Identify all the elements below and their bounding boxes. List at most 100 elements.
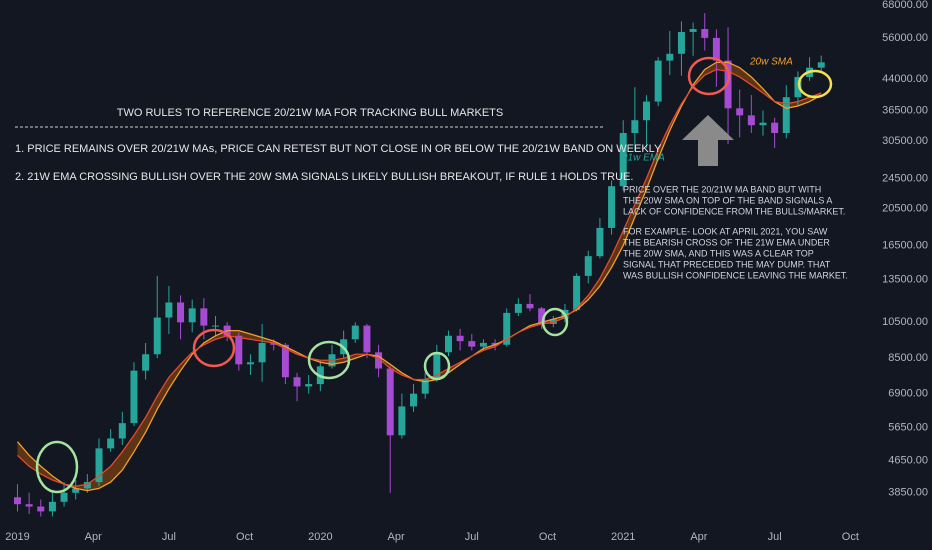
- rule-text: 1. PRICE REMAINS OVER 20/21W MAs, PRICE …: [15, 143, 662, 155]
- candle-body: [503, 312, 511, 345]
- candle-body: [759, 122, 767, 126]
- candle-body: [782, 97, 790, 133]
- candle-body: [666, 53, 674, 61]
- candle-body: [526, 303, 534, 309]
- note-text: FOR EXAMPLE- LOOK AT APRIL 2021, YOU SAW: [623, 226, 828, 236]
- candle-body: [771, 122, 779, 133]
- note-text: SIGNAL THAT PRECEDED THE MAY DUMP. THAT: [623, 259, 831, 269]
- line-label: 21w EMA: [621, 153, 665, 164]
- x-tick-label: 2021: [611, 531, 635, 543]
- candle-body: [235, 335, 243, 365]
- candle-body: [410, 393, 418, 407]
- candle-body: [281, 344, 289, 378]
- x-tick-label: 2019: [5, 531, 29, 543]
- chart-title: TWO RULES TO REFERENCE 20/21W MA FOR TRA…: [117, 107, 504, 119]
- candle-body: [153, 317, 161, 355]
- candle-body: [305, 384, 313, 387]
- candle-body: [654, 60, 662, 102]
- candle-body: [270, 342, 278, 345]
- candle-body: [677, 31, 685, 54]
- candle-body: [747, 115, 755, 126]
- candle-body: [736, 108, 744, 116]
- candle-body: [375, 352, 383, 369]
- candle-body: [421, 379, 429, 394]
- candle-body: [107, 438, 115, 449]
- y-tick-label: 13500.00: [882, 274, 928, 286]
- y-tick-label: 68000.00: [882, 0, 928, 11]
- line-label: 20w SMA: [749, 57, 793, 68]
- candle-body: [72, 488, 80, 493]
- candle-body: [712, 37, 720, 61]
- highlight-circle: [423, 351, 451, 381]
- highlight-circle: [307, 340, 351, 380]
- y-tick-label: 5650.00: [888, 422, 928, 434]
- candle-body: [398, 406, 406, 436]
- y-tick-label: 16500.00: [882, 239, 928, 251]
- candle-body: [130, 370, 138, 424]
- candle-body: [386, 368, 394, 436]
- candle-body: [538, 308, 546, 324]
- note-text: THE 20W SMA ON TOP OF THE BAND SIGNALS A: [623, 195, 832, 205]
- y-tick-label: 30500.00: [882, 135, 928, 147]
- x-tick-label: Apr: [690, 531, 707, 543]
- note-text: THE BEARISH CROSS OF THE 21W EMA UNDER: [623, 237, 830, 247]
- note-text: THE 20W SMA, AND THIS WAS A CLEAR TOP: [623, 248, 814, 258]
- notes: PRICE OVER THE 20/21W MA BAND BUT WITHTH…: [623, 184, 848, 280]
- y-tick-label: 10500.00: [882, 316, 928, 328]
- candle-body: [142, 354, 150, 371]
- candle-body: [584, 256, 592, 276]
- x-tick-label: Jul: [768, 531, 782, 543]
- y-tick-label: 3850.00: [888, 487, 928, 499]
- x-tick-label: Jul: [465, 531, 479, 543]
- y-tick-label: 24500.00: [882, 172, 928, 184]
- candle-body: [13, 497, 21, 505]
- candle-body: [83, 482, 91, 489]
- y-tick-label: 4650.00: [888, 455, 928, 467]
- candle-body: [200, 308, 208, 326]
- note-text: WAS BULLISH CONFIDENCE LEAVING THE MARKE…: [623, 270, 848, 280]
- x-tick-label: Oct: [539, 531, 556, 543]
- candle-body: [444, 335, 452, 353]
- rule-text: 2. 21W EMA CROSSING BULLISH OVER THE 20W…: [15, 171, 633, 183]
- highlight-circle: [797, 69, 833, 99]
- y-tick-label: 44000.00: [882, 73, 928, 85]
- candle-body: [817, 62, 825, 68]
- candle-body: [549, 319, 557, 324]
- candle-body: [258, 342, 266, 363]
- y-tick-label: 6900.00: [888, 388, 928, 400]
- candle-body: [596, 227, 604, 257]
- x-tick-label: 2020: [308, 531, 332, 543]
- note-text: LACK OF CONFIDENCE FROM THE BULLS/MARKET…: [623, 206, 845, 216]
- x-tick-label: Jul: [162, 531, 176, 543]
- highlights: [35, 56, 833, 494]
- candle-body: [701, 29, 709, 38]
- candle-body: [468, 341, 476, 347]
- candle-body: [491, 342, 499, 345]
- candle-body: [514, 303, 522, 313]
- candle-body: [479, 342, 487, 347]
- candle-body: [212, 325, 219, 327]
- x-tick-label: Oct: [236, 531, 253, 543]
- candle-body: [631, 120, 639, 133]
- x-tick-label: Oct: [842, 531, 859, 543]
- y-tick-label: 20500.00: [882, 203, 928, 215]
- x-tick-label: Apr: [85, 531, 102, 543]
- arrow: [682, 115, 734, 166]
- ma-line: [17, 68, 822, 487]
- candle-body: [37, 506, 45, 512]
- candle-body: [48, 501, 56, 512]
- highlight-circle: [541, 307, 569, 337]
- y-tick-label: 8500.00: [888, 352, 928, 364]
- y-tick-label: 36500.00: [882, 105, 928, 117]
- candle-body: [177, 302, 185, 323]
- candle-body: [25, 504, 33, 507]
- candle-body: [608, 186, 616, 228]
- highlight-circle: [192, 328, 236, 368]
- y-tick-label: 56000.00: [882, 32, 928, 44]
- candle-body: [60, 492, 68, 502]
- candle-body: [433, 352, 441, 380]
- highlight-circle: [687, 56, 731, 96]
- candle-body: [246, 362, 254, 365]
